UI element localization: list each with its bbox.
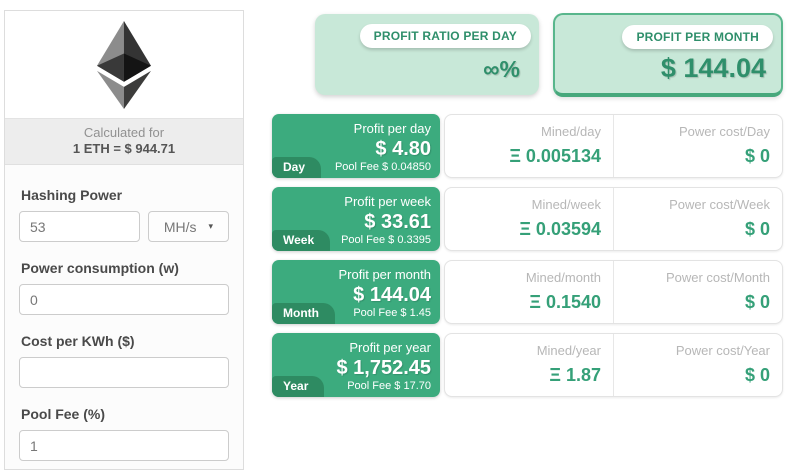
hashing-power-input[interactable] xyxy=(19,211,140,242)
profit-value: $ 4.80 xyxy=(375,138,431,160)
period-tab-month: Month xyxy=(272,303,335,324)
pool-fee-note: Pool Fee $ 1.45 xyxy=(353,307,431,319)
profit-cell: Profit per month $ 144.04 Pool Fee $ 1.4… xyxy=(272,260,440,324)
profit-label: Profit per month xyxy=(338,267,432,282)
hashing-power-row: MH/s ▾ xyxy=(19,211,229,242)
mined-cell: Mined/month Ξ 0.1540 xyxy=(445,261,613,323)
cost-per-kwh-label: Cost per KWh ($) xyxy=(21,333,135,349)
rate-band: Calculated for 1 ETH = $ 944.71 xyxy=(5,119,243,165)
mined-label: Mined/day xyxy=(541,124,601,139)
power-cost-value: $ 0 xyxy=(744,219,770,239)
power-cost-value: $ 0 xyxy=(744,292,770,312)
pool-fee-input[interactable] xyxy=(19,430,229,461)
profit-value: $ 1,752.45 xyxy=(336,357,431,379)
profit-ratio-card-title: PROFIT RATIO PER DAY xyxy=(359,24,531,48)
mined-value: Ξ 0.1540 xyxy=(529,292,601,312)
power-cost-cell: Power cost/Month $ 0 xyxy=(613,261,782,323)
hash-unit-select[interactable]: MH/s ▾ xyxy=(147,211,229,242)
mined-value: Ξ 0.005134 xyxy=(509,146,601,166)
mined-value: Ξ 1.87 xyxy=(549,365,601,385)
stats-pair: Mined/year Ξ 1.87 Power cost/Year $ 0 xyxy=(444,333,783,397)
hashing-power-label: Hashing Power xyxy=(21,187,123,203)
mined-label: Mined/week xyxy=(531,197,601,212)
power-cost-cell: Power cost/Week $ 0 xyxy=(613,188,782,250)
period-tab-day: Day xyxy=(272,157,322,178)
ethereum-diamond-icon xyxy=(97,20,151,109)
table-row-week: Profit per week $ 33.61 Pool Fee $ 0.339… xyxy=(272,187,783,251)
power-consumption-input[interactable] xyxy=(19,284,229,315)
profit-value: $ 33.61 xyxy=(364,211,431,233)
eth-rate-value: 1 ETH = $ 944.71 xyxy=(72,141,176,156)
profit-label: Profit per week xyxy=(344,194,431,209)
mined-cell: Mined/year Ξ 1.87 xyxy=(445,334,613,396)
cost-per-kwh-input[interactable] xyxy=(19,357,229,388)
power-cost-value: $ 0 xyxy=(744,146,770,166)
power-cost-label: Power cost/Day xyxy=(678,124,770,139)
profit-value: $ 144.04 xyxy=(353,284,431,306)
mined-cell: Mined/week Ξ 0.03594 xyxy=(445,188,613,250)
settings-panel: Calculated for 1 ETH = $ 944.71 Hashing … xyxy=(4,10,244,470)
stats-pair: Mined/week Ξ 0.03594 Power cost/Week $ 0 xyxy=(444,187,783,251)
table-row-year: Profit per year $ 1,752.45 Pool Fee $ 17… xyxy=(272,333,783,397)
mined-cell: Mined/day Ξ 0.005134 xyxy=(445,115,613,177)
calculator-form: Hashing Power MH/s ▾ Power consumption (… xyxy=(5,165,243,473)
results-table: Profit per day $ 4.80 Pool Fee $ 0.04850… xyxy=(272,114,783,406)
power-cost-label: Power cost/Week xyxy=(669,197,770,212)
power-consumption-label: Power consumption (w) xyxy=(21,260,179,276)
power-cost-label: Power cost/Year xyxy=(675,343,770,358)
profit-per-month-card-title: PROFIT PER MONTH xyxy=(622,25,773,49)
profit-per-month-value: $ 144.04 xyxy=(660,53,766,83)
pool-fee-note: Pool Fee $ 0.04850 xyxy=(334,161,431,173)
profit-cell: Profit per week $ 33.61 Pool Fee $ 0.339… xyxy=(272,187,440,251)
mined-value: Ξ 0.03594 xyxy=(519,219,601,239)
hash-unit-value: MH/s xyxy=(163,218,197,235)
chevron-down-icon: ▾ xyxy=(208,221,214,231)
profit-ratio-value: ∞% xyxy=(483,56,520,82)
ethereum-logo-icon xyxy=(5,11,243,119)
period-tab-year: Year xyxy=(272,376,325,397)
mined-label: Mined/month xyxy=(525,270,601,285)
profit-cell: Profit per year $ 1,752.45 Pool Fee $ 17… xyxy=(272,333,440,397)
table-row-month: Profit per month $ 144.04 Pool Fee $ 1.4… xyxy=(272,260,783,324)
profit-label: Profit per year xyxy=(349,340,431,355)
pool-fee-label: Pool Fee (%) xyxy=(21,406,106,422)
power-cost-value: $ 0 xyxy=(744,365,770,385)
pool-fee-note: Pool Fee $ 0.3395 xyxy=(341,234,431,246)
period-tab-week: Week xyxy=(272,230,331,251)
table-row-day: Profit per day $ 4.80 Pool Fee $ 0.04850… xyxy=(272,114,783,178)
calculated-for-label: Calculated for xyxy=(83,125,165,140)
profit-label: Profit per day xyxy=(353,121,431,136)
power-cost-cell: Power cost/Year $ 0 xyxy=(613,334,782,396)
pool-fee-note: Pool Fee $ 17.70 xyxy=(347,380,431,392)
profit-ratio-card: PROFIT RATIO PER DAY ∞% xyxy=(315,14,539,95)
profit-per-month-card: PROFIT PER MONTH $ 144.04 xyxy=(553,13,783,97)
stats-pair: Mined/month Ξ 0.1540 Power cost/Month $ … xyxy=(444,260,783,324)
power-cost-label: Power cost/Month xyxy=(665,270,770,285)
stats-pair: Mined/day Ξ 0.005134 Power cost/Day $ 0 xyxy=(444,114,783,178)
profit-cell: Profit per day $ 4.80 Pool Fee $ 0.04850… xyxy=(272,114,440,178)
power-cost-cell: Power cost/Day $ 0 xyxy=(613,115,782,177)
mined-label: Mined/year xyxy=(536,343,601,358)
